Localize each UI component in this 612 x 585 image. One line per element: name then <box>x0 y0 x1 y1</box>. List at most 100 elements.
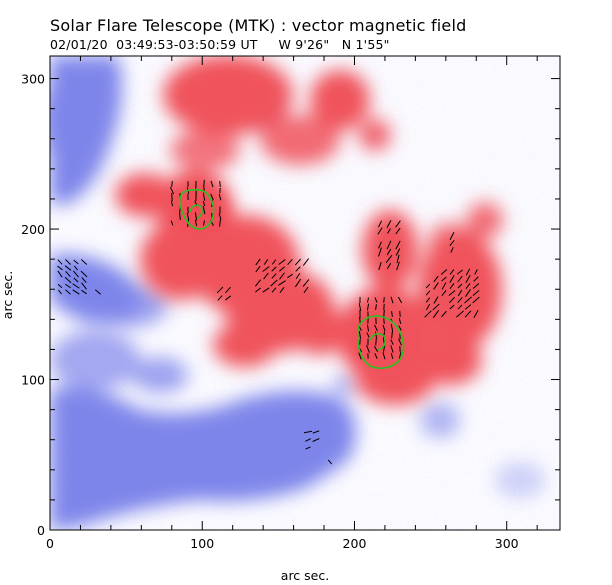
field-vector <box>390 353 394 359</box>
axis-ticks <box>49 56 560 531</box>
field-vector <box>391 311 393 317</box>
field-vector <box>81 289 87 295</box>
contour-right <box>356 315 405 370</box>
field-vector <box>374 297 378 303</box>
field-vector <box>202 205 206 215</box>
field-vector <box>465 268 471 276</box>
field-vector <box>396 261 400 271</box>
field-vector <box>72 289 80 295</box>
field-vector <box>263 259 269 265</box>
field-vector <box>303 430 313 434</box>
field-vector <box>287 273 293 279</box>
field-vector <box>57 283 63 289</box>
field-vector <box>94 289 102 295</box>
field-vector <box>383 297 385 303</box>
field-vector <box>374 353 378 359</box>
x-axis-title: arc sec. <box>281 568 329 583</box>
field-vector <box>255 265 261 273</box>
field-vector <box>294 278 302 288</box>
field-vector <box>457 269 463 275</box>
field-vector <box>396 254 400 264</box>
field-vector <box>377 220 383 228</box>
field-vector <box>255 258 261 266</box>
field-vector <box>271 266 277 272</box>
field-vector <box>327 459 333 465</box>
field-vector <box>456 310 464 318</box>
field-vector <box>473 310 479 318</box>
x-tick-label: 200 <box>343 536 367 551</box>
field-vector <box>425 283 431 289</box>
field-vector <box>72 283 80 289</box>
field-vector <box>64 276 72 284</box>
field-vector <box>457 275 463 283</box>
field-vector <box>465 282 471 290</box>
field-vector <box>387 228 391 234</box>
field-vector <box>278 280 286 286</box>
field-vector <box>448 290 456 296</box>
field-vector <box>169 186 175 195</box>
field-vector <box>398 317 402 325</box>
field-vector <box>375 338 377 346</box>
field-vector <box>398 338 402 346</box>
x-tick-label: 300 <box>495 536 519 551</box>
field-vector <box>359 339 361 345</box>
positive-polarity-regions <box>115 56 503 405</box>
field-vector <box>433 275 439 283</box>
field-vector <box>186 212 190 221</box>
plot-frame <box>49 55 561 531</box>
field-vector <box>457 289 463 297</box>
field-vector <box>375 304 377 310</box>
field-vector <box>358 303 362 311</box>
field-vector <box>225 295 231 301</box>
field-vector <box>449 296 455 304</box>
field-vector <box>441 276 447 282</box>
field-vector <box>395 227 401 235</box>
field-vector <box>441 282 447 290</box>
field-vector <box>432 309 440 319</box>
field-vector <box>449 304 455 310</box>
axis-tick-labels: 0 100 200 300 0 100 200 300 <box>21 72 519 551</box>
field-vector <box>312 438 320 442</box>
y-axis-title: arc sec. <box>0 271 15 319</box>
field-vector <box>295 266 301 272</box>
field-vector <box>64 265 72 271</box>
chart-title: Solar Flare Telescope (MTK) : vector mag… <box>50 16 467 35</box>
field-vector <box>395 248 401 256</box>
field-vector <box>262 266 270 272</box>
magnetogram-image <box>50 56 560 530</box>
field-vector <box>170 220 174 226</box>
field-vector <box>302 279 310 287</box>
field-vector <box>254 279 262 287</box>
field-vector <box>74 265 78 271</box>
field-vector <box>171 180 173 188</box>
field-vector <box>271 273 277 279</box>
field-vector <box>449 269 455 275</box>
contour-left-inner <box>189 204 203 219</box>
field-vector <box>395 240 401 250</box>
field-contours <box>178 188 405 370</box>
y-tick-label: 0 <box>37 523 45 538</box>
field-vector <box>472 283 480 289</box>
field-vector <box>465 289 471 297</box>
field-vector <box>366 324 370 332</box>
field-vector <box>472 296 480 304</box>
negative-polarity-regions <box>50 56 545 530</box>
field-vector <box>472 290 480 296</box>
field-vector <box>449 231 455 241</box>
field-vector <box>202 200 206 207</box>
field-vector <box>395 220 401 228</box>
field-vector <box>58 289 62 295</box>
field-vector <box>170 200 174 207</box>
field-vector <box>390 345 394 353</box>
field-vector <box>263 272 269 280</box>
field-vector <box>382 345 386 353</box>
field-vector <box>382 352 386 360</box>
field-vector <box>464 296 472 304</box>
field-vector <box>57 270 63 278</box>
field-vector <box>271 287 277 293</box>
field-vector <box>366 332 370 338</box>
field-vector <box>398 352 402 360</box>
field-vector <box>305 438 311 442</box>
field-vector <box>386 248 392 256</box>
